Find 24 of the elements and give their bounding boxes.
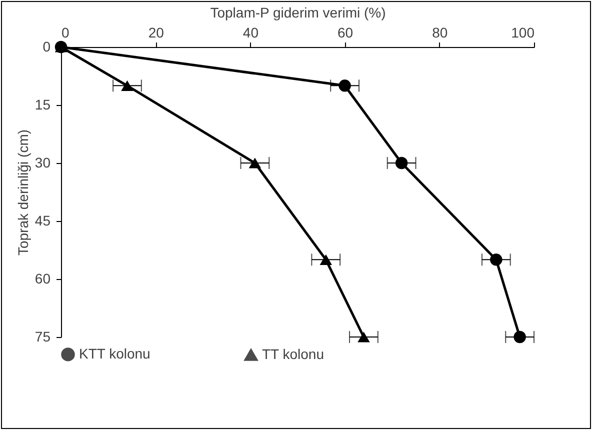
y-axis-title: Toprak derinliği (cm) — [14, 129, 31, 256]
legend-label: TT kolonu — [262, 346, 324, 362]
point — [514, 330, 526, 344]
y-tick-label: 15 — [34, 96, 51, 112]
x-axis-title: Toplam-P giderim verimi (%) — [210, 4, 386, 20]
x-tick-label: 40 — [242, 24, 259, 40]
point — [121, 80, 134, 91]
x-tick-label: 60 — [338, 24, 354, 40]
y-tick-label: 0 — [42, 38, 51, 54]
y-tick-label: 60 — [34, 270, 51, 286]
point — [490, 254, 502, 266]
point — [248, 158, 262, 168]
legend-label: KTT kolonu — [79, 345, 150, 362]
x-tick-label: 20 — [148, 24, 164, 40]
point — [395, 156, 408, 170]
y-tick-label: 30 — [34, 154, 51, 170]
point — [338, 80, 351, 92]
point — [358, 332, 370, 342]
x-tick-label: 80 — [432, 24, 448, 40]
point — [320, 254, 332, 265]
y-tick-label: 75 — [34, 328, 51, 344]
y-tick-label: 45 — [34, 212, 51, 228]
x-tick-label: 0 — [62, 24, 70, 40]
x-tick-label: 100 — [511, 24, 535, 40]
